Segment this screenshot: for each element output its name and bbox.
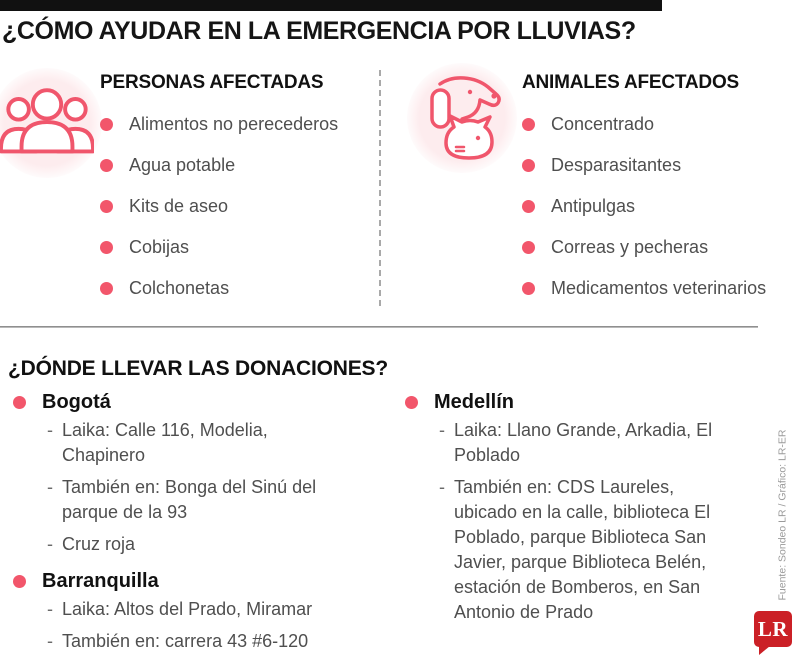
donations-column-right: Medellín Laika: Llano Grande, Arkadia, E… [400, 391, 750, 638]
bullet-dot [100, 118, 113, 131]
need-item-label: Correas y pecheras [551, 237, 709, 257]
city-name: Medellín [434, 391, 515, 413]
donation-location: Laika: Llano Grande, Arkadia, El Poblado [439, 418, 739, 468]
need-item-label: Concentrado [551, 114, 655, 134]
need-item-label: Medicamentos veterinarios [551, 278, 767, 298]
source-credit: Fuente: Sondeo LR / Gráfico: LR-ER [776, 429, 789, 601]
personas-heading: PERSONAS AFECTADAS [100, 72, 324, 93]
need-item-label: Agua potable [129, 155, 236, 175]
city-row: Medellín [400, 391, 750, 414]
list-item: Kits de aseo [100, 186, 370, 227]
city-name: Bogotá [42, 391, 111, 413]
bullet-dot [100, 159, 113, 172]
bullet-dot [522, 282, 535, 295]
dashed-divider [379, 70, 381, 306]
list-item: Cobijas [100, 227, 370, 268]
donation-location: Laika: Calle 116, Modelia, Chapinero [47, 418, 347, 468]
bullet-dot [13, 575, 26, 588]
bullet-dot [100, 200, 113, 213]
lr-logo-text: LR [757, 616, 789, 641]
donation-location: También en: Bonga del Sinú del parque de… [47, 475, 347, 525]
list-item: Desparasitantes [522, 145, 792, 186]
list-item: Agua potable [100, 145, 370, 186]
need-item-label: Desparasitantes [551, 155, 682, 175]
donations-column-left: Bogotá Laika: Calle 116, Modelia, Chapin… [8, 391, 358, 666]
donation-location: Cruz roja [47, 532, 347, 557]
list-item: Concentrado [522, 104, 792, 145]
city-row: Barranquilla [8, 570, 358, 593]
animales-heading: ANIMALES AFECTADOS [522, 72, 740, 93]
need-item-label: Colchonetas [129, 278, 230, 298]
page-title: ¿CÓMO AYUDAR EN LA EMERGENCIA POR LLUVIA… [2, 17, 636, 45]
list-item: Colchonetas [100, 268, 370, 309]
need-item-label: Antipulgas [551, 196, 636, 216]
section-animales: ANIMALES AFECTADOS Concentrado Desparasi… [522, 72, 792, 309]
donation-location: También en: CDS Laureles, ubicado en la … [439, 475, 739, 625]
dog-cat-icon [407, 63, 517, 173]
city-name: Barranquilla [42, 570, 159, 592]
donations-heading: ¿DÓNDE LLEVAR LAS DONACIONES? [8, 357, 388, 380]
list-item: Correas y pecheras [522, 227, 792, 268]
section-personas: PERSONAS AFECTADAS Alimentos no perecede… [100, 72, 370, 309]
bullet-dot [13, 396, 26, 409]
city-locations: Laika: Llano Grande, Arkadia, El Poblado… [439, 418, 750, 625]
need-item-label: Cobijas [129, 237, 190, 257]
animales-list: Concentrado Desparasitantes Antipulgas C… [522, 104, 792, 309]
donation-location: Laika: Altos del Prado, Miramar [47, 597, 347, 622]
bullet-dot [522, 241, 535, 254]
city-block-medellin: Medellín Laika: Llano Grande, Arkadia, E… [400, 391, 750, 625]
list-item: Alimentos no perecederos [100, 104, 370, 145]
city-locations: Laika: Calle 116, Modelia, Chapinero Tam… [47, 418, 358, 557]
top-bar [0, 0, 662, 11]
people-group-icon [0, 68, 102, 178]
list-item: Medicamentos veterinarios [522, 268, 792, 309]
lr-logo: LR [754, 611, 792, 655]
bullet-dot [100, 241, 113, 254]
section-separator [0, 326, 758, 328]
need-item-label: Kits de aseo [129, 196, 229, 216]
bullet-dot [522, 159, 535, 172]
city-row: Bogotá [8, 391, 358, 414]
need-item-label: Alimentos no perecederos [129, 114, 339, 134]
bullet-dot [522, 118, 535, 131]
city-block-barranquilla: Barranquilla Laika: Altos del Prado, Mir… [8, 570, 358, 654]
bullet-dot [522, 200, 535, 213]
bullet-dot [405, 396, 418, 409]
list-item: Antipulgas [522, 186, 792, 227]
bullet-dot [100, 282, 113, 295]
donation-location: También en: carrera 43 #6-120 [47, 629, 347, 654]
city-locations: Laika: Altos del Prado, Miramar También … [47, 597, 358, 654]
personas-list: Alimentos no perecederos Agua potable Ki… [100, 104, 370, 309]
city-block-bogota: Bogotá Laika: Calle 116, Modelia, Chapin… [8, 391, 358, 557]
